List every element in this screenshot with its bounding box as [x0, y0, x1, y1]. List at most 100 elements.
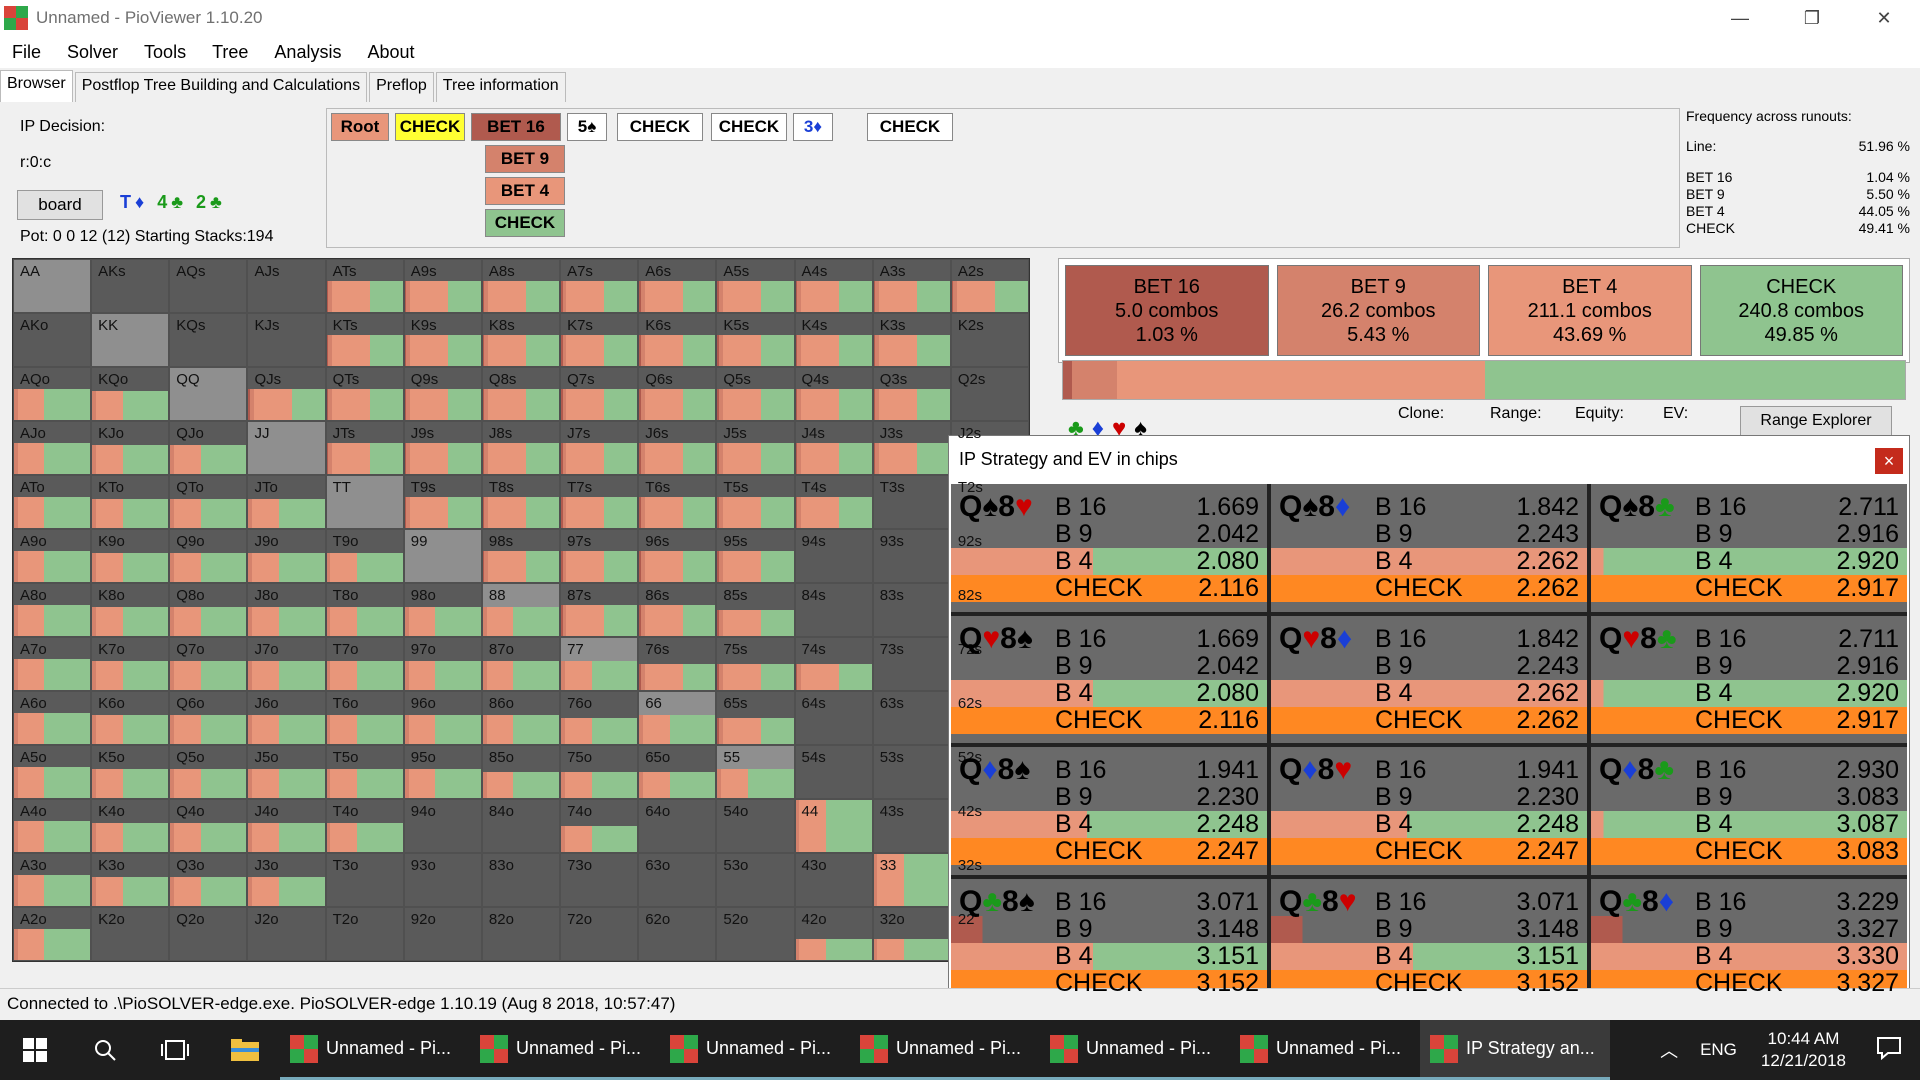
- hand-cell-94o[interactable]: 94o: [404, 800, 481, 852]
- range-explorer-button[interactable]: Range Explorer: [1740, 406, 1892, 436]
- hand-cell-T9s[interactable]: T9s: [404, 476, 481, 528]
- hand-cell-JJ[interactable]: JJ: [248, 422, 325, 474]
- combo-cell[interactable]: B 16 3.229 B 9 3.327 B 4 3.330 CHECK 3.327 Q♣8♦: [1591, 878, 1907, 1006]
- board-button[interactable]: board: [17, 190, 103, 220]
- combo-cell[interactable]: B 16 1.669 B 9 2.042 B 4 2.080 CHECK 2.116 Q♥8♠: [951, 615, 1267, 743]
- tree-node-1[interactable]: CHECK: [395, 113, 465, 141]
- file-explorer-icon[interactable]: [210, 1020, 280, 1080]
- hand-cell-53o[interactable]: 53o: [717, 854, 794, 906]
- hand-cell-T5s[interactable]: T5s: [717, 476, 794, 528]
- hand-cell-J6s[interactable]: J6s: [639, 422, 716, 474]
- hand-cell-A3s[interactable]: A3s: [873, 260, 950, 312]
- menu-tools[interactable]: Tools: [144, 41, 187, 62]
- hand-cell-Q2s[interactable]: Q2s: [951, 368, 1028, 420]
- hand-cell-95s[interactable]: 95s: [717, 530, 794, 582]
- menu-about[interactable]: About: [367, 41, 415, 62]
- tree-option-0[interactable]: BET 9: [485, 145, 565, 173]
- hand-cell-A7s[interactable]: A7s: [561, 260, 638, 312]
- hand-cell-A2o[interactable]: A2o: [14, 908, 91, 960]
- hand-cell-54s[interactable]: 54s: [795, 746, 872, 798]
- hand-cell-AJs[interactable]: AJs: [248, 260, 325, 312]
- hand-cell-AKs[interactable]: AKs: [92, 260, 169, 312]
- action-box-2[interactable]: BET 4 211.1 combos 43.69 %: [1488, 265, 1692, 356]
- hand-cell-TT[interactable]: TT: [326, 476, 403, 528]
- taskbar-app-6[interactable]: IP Strategy an...: [1420, 1020, 1610, 1080]
- tab-postflop[interactable]: Postflop Tree Building and Calculations: [74, 72, 368, 102]
- hand-cell-K3o[interactable]: K3o: [92, 854, 169, 906]
- hand-cell-J3o[interactable]: J3o: [248, 854, 325, 906]
- popup-close-button[interactable]: ×: [1875, 448, 1903, 474]
- hand-cell-KTo[interactable]: KTo: [92, 476, 169, 528]
- combo-cell[interactable]: B 16 1.842 B 9 2.243 B 4 2.262 CHECK 2.262 Q♠8♦: [1271, 484, 1587, 612]
- hand-cell-83s[interactable]: 83s: [873, 584, 950, 636]
- hand-cell-Q3s[interactable]: Q3s: [873, 368, 950, 420]
- combo-cell[interactable]: B 16 2.930 B 9 3.083 B 4 3.087 CHECK 3.083 Q♦8♣: [1591, 747, 1907, 875]
- menu-solver[interactable]: Solver: [67, 41, 119, 62]
- hand-cell-96o[interactable]: 96o: [404, 692, 481, 744]
- hand-cell-Q2o[interactable]: Q2o: [170, 908, 247, 960]
- hand-cell-QTs[interactable]: QTs: [326, 368, 403, 420]
- hand-cell-88[interactable]: 88: [482, 584, 560, 636]
- hand-cell-T7o[interactable]: T7o: [326, 638, 403, 690]
- combo-cell[interactable]: B 16 1.941 B 9 2.230 B 4 2.248 CHECK 2.247 Q♦8♠: [951, 747, 1267, 875]
- hand-cell-Q9s[interactable]: Q9s: [404, 368, 481, 420]
- hand-cell-JTo[interactable]: JTo: [248, 476, 325, 528]
- hand-cell-T6s[interactable]: T6s: [639, 476, 716, 528]
- hand-cell-76o[interactable]: 76o: [561, 692, 638, 744]
- hand-cell-Q5o[interactable]: Q5o: [170, 746, 247, 798]
- hand-cell-A5s[interactable]: A5s: [717, 260, 794, 312]
- hand-cell-J2o[interactable]: J2o: [248, 908, 325, 960]
- hand-cell-54o[interactable]: 54o: [717, 800, 794, 852]
- hand-cell-K4s[interactable]: K4s: [795, 314, 872, 366]
- hand-cell-K3s[interactable]: K3s: [873, 314, 950, 366]
- tab-preflop[interactable]: Preflop: [369, 72, 434, 102]
- hand-cell-K9s[interactable]: K9s: [404, 314, 481, 366]
- hand-cell-74o[interactable]: 74o: [561, 800, 638, 852]
- hand-cell-62o[interactable]: 62o: [639, 908, 716, 960]
- hand-cell-T7s[interactable]: T7s: [561, 476, 638, 528]
- hand-cell-63o[interactable]: 63o: [639, 854, 716, 906]
- hand-cell-K9o[interactable]: K9o: [92, 530, 169, 582]
- hand-cell-43s[interactable]: 43s: [873, 800, 950, 852]
- hand-cell-93s[interactable]: 93s: [873, 530, 950, 582]
- hand-cell-87o[interactable]: 87o: [482, 638, 560, 690]
- tree-option-2[interactable]: CHECK: [485, 209, 565, 237]
- hand-cell-J5o[interactable]: J5o: [248, 746, 325, 798]
- hand-cell-Q4s[interactable]: Q4s: [795, 368, 872, 420]
- taskbar-app-3[interactable]: Unnamed - Pi...: [850, 1020, 1040, 1080]
- hand-cell-44[interactable]: 44: [795, 800, 872, 852]
- hand-cell-QQ[interactable]: QQ: [170, 368, 247, 420]
- hand-cell-55[interactable]: 55: [717, 746, 794, 798]
- hand-cell-T4o[interactable]: T4o: [326, 800, 403, 852]
- hand-cell-64o[interactable]: 64o: [639, 800, 716, 852]
- hand-cell-Q4o[interactable]: Q4o: [170, 800, 247, 852]
- hand-cell-A9s[interactable]: A9s: [404, 260, 481, 312]
- hand-cell-98s[interactable]: 98s: [482, 530, 560, 582]
- hand-cell-73o[interactable]: 73o: [561, 854, 638, 906]
- hand-cell-A5o[interactable]: A5o: [14, 746, 91, 798]
- tree-node-5[interactable]: CHECK: [711, 113, 787, 141]
- hand-cell-A6s[interactable]: A6s: [639, 260, 716, 312]
- hand-cell-A8s[interactable]: A8s: [482, 260, 560, 312]
- hand-cell-33[interactable]: 33: [873, 854, 950, 906]
- hand-cell-Q5s[interactable]: Q5s: [717, 368, 794, 420]
- hand-cell-A8o[interactable]: A8o: [14, 584, 91, 636]
- hand-cell-66[interactable]: 66: [639, 692, 716, 744]
- hand-cell-J5s[interactable]: J5s: [717, 422, 794, 474]
- hand-cell-AJo[interactable]: AJo: [14, 422, 91, 474]
- hand-cell-T3s[interactable]: T3s: [873, 476, 950, 528]
- hand-cell-K5s[interactable]: K5s: [717, 314, 794, 366]
- hand-cell-T8s[interactable]: T8s: [482, 476, 560, 528]
- hand-cell-T3o[interactable]: T3o: [326, 854, 403, 906]
- hand-cell-AQs[interactable]: AQs: [170, 260, 247, 312]
- hand-cell-83o[interactable]: 83o: [482, 854, 560, 906]
- combo-cell[interactable]: B 16 1.669 B 9 2.042 B 4 2.080 CHECK 2.116 Q♠8♥: [951, 484, 1267, 612]
- hand-cell-AQo[interactable]: AQo: [14, 368, 91, 420]
- action-box-0[interactable]: BET 16 5.0 combos 1.03 %: [1065, 265, 1269, 356]
- hand-cell-KK[interactable]: KK: [92, 314, 169, 366]
- hand-cell-KQo[interactable]: KQo: [92, 368, 169, 420]
- hand-cell-QJs[interactable]: QJs: [248, 368, 325, 420]
- hand-cell-95o[interactable]: 95o: [404, 746, 481, 798]
- tree-node-0[interactable]: Root: [331, 113, 389, 141]
- hand-cell-99[interactable]: 99: [404, 530, 481, 582]
